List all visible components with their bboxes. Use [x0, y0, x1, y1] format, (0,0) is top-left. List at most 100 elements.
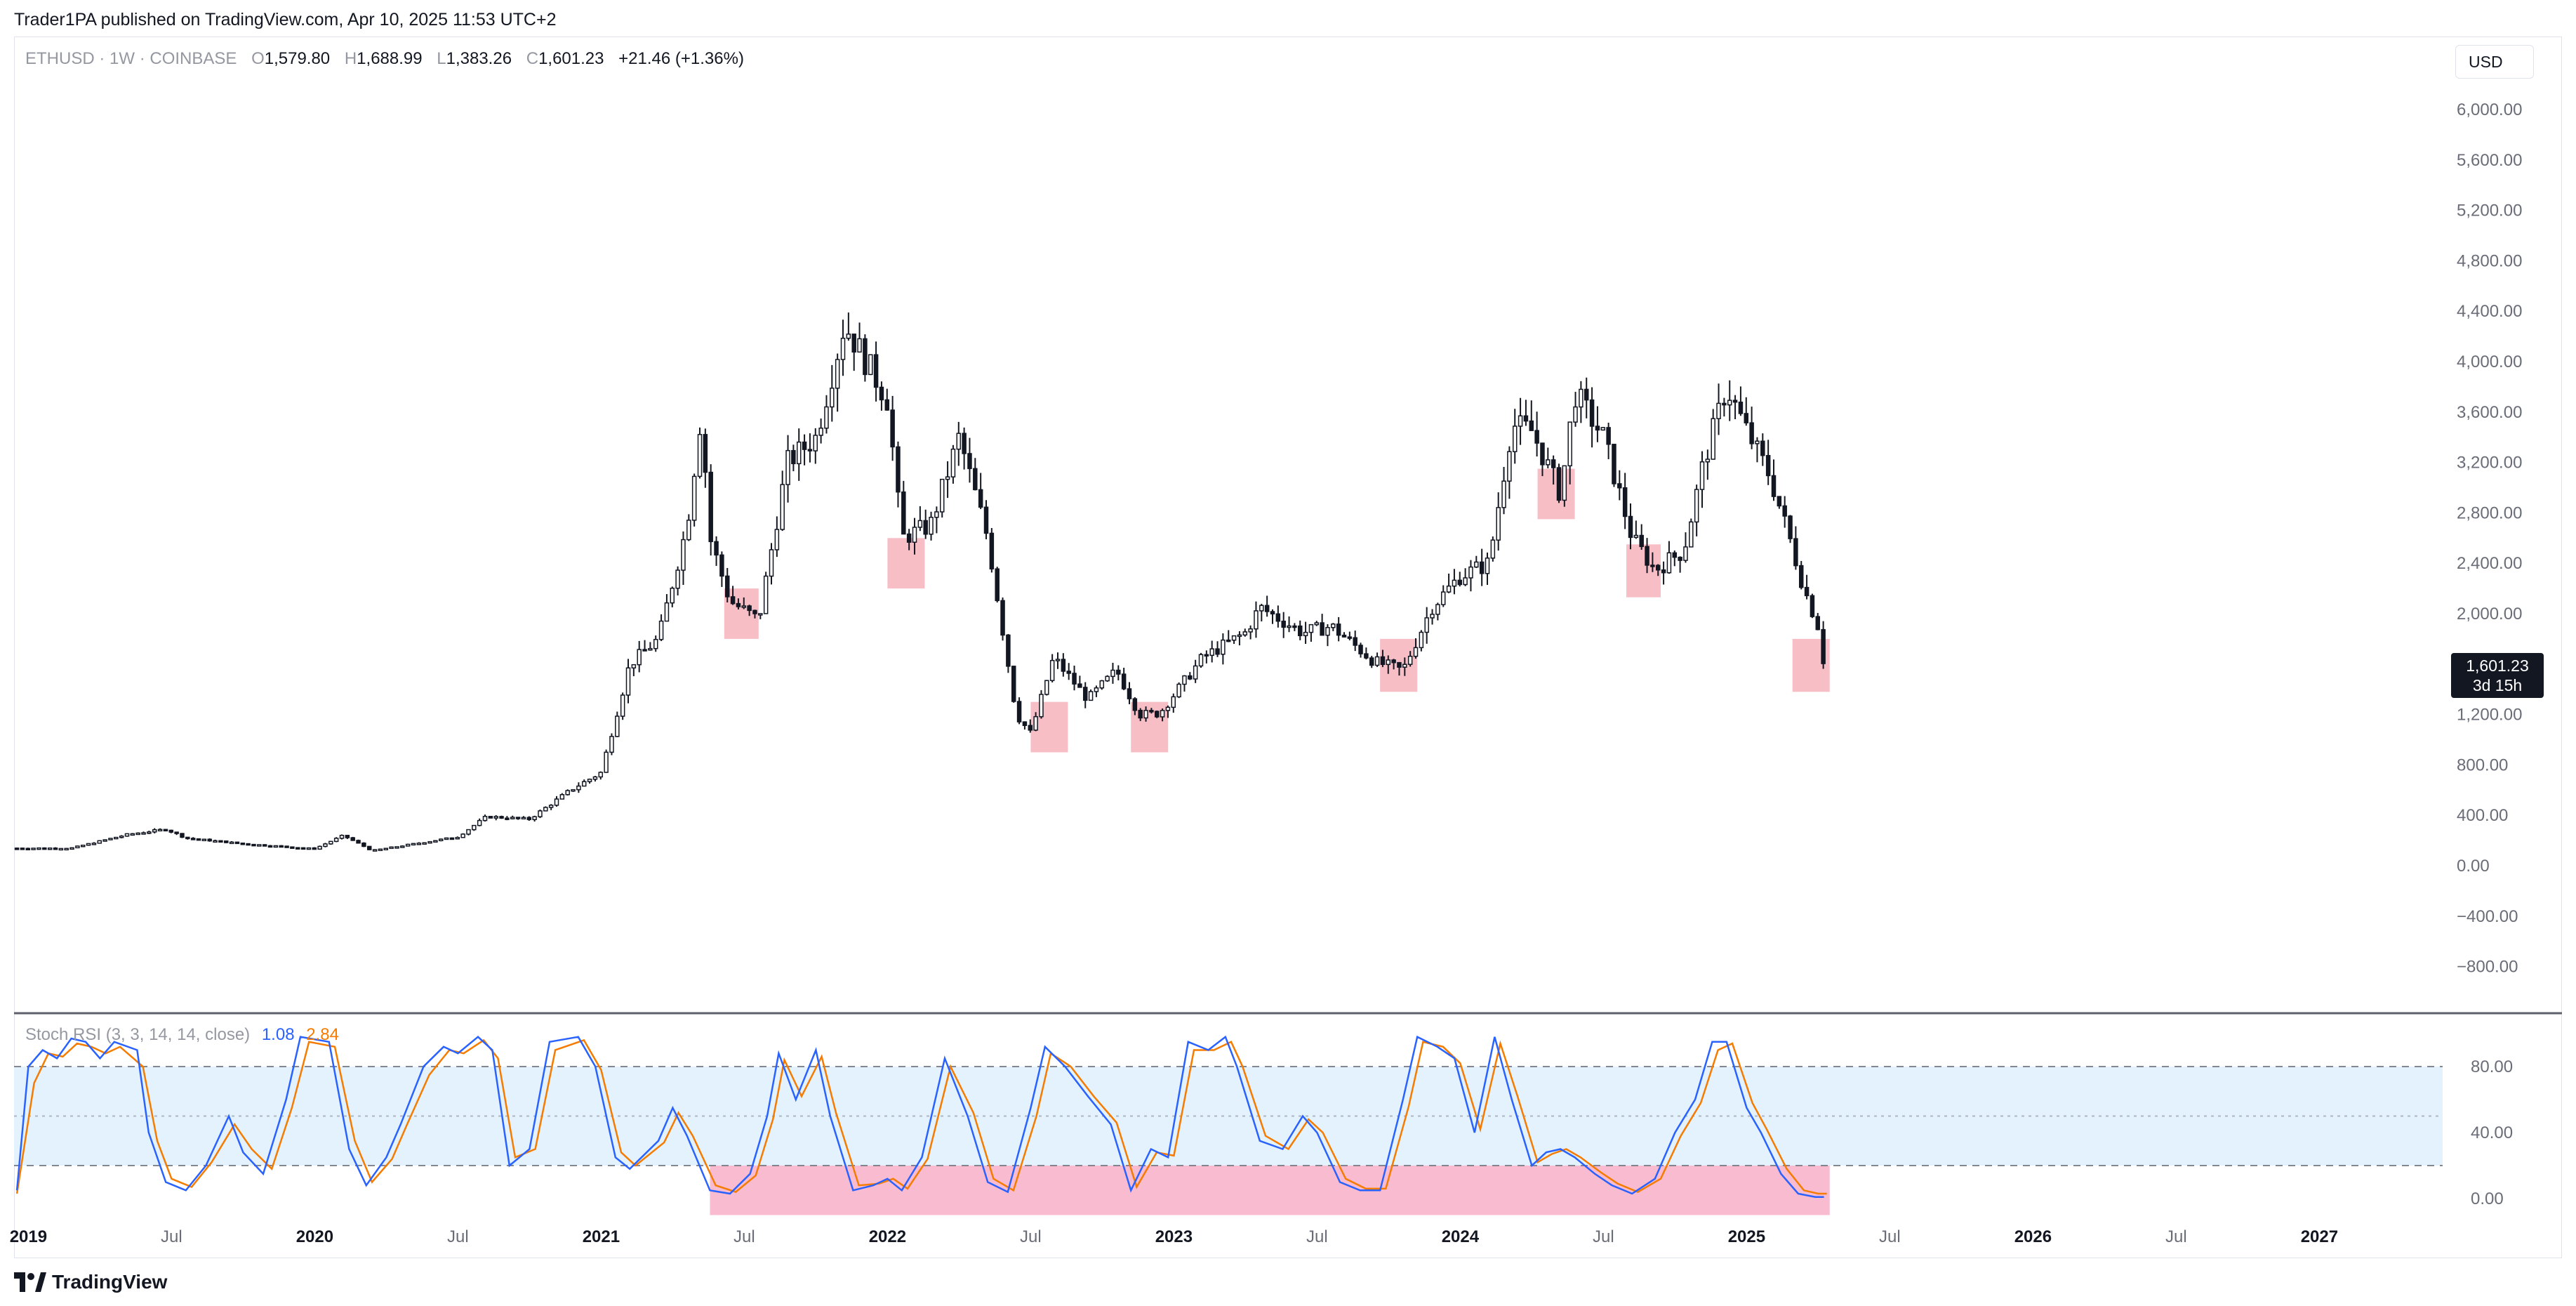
candle [69, 847, 74, 850]
highlight-zones [724, 468, 1830, 753]
candle [807, 433, 813, 463]
candle [1116, 665, 1121, 680]
last-price: 1,601.23 [2466, 657, 2529, 675]
time-axis-label: Jul [1593, 1227, 1614, 1246]
candle [515, 817, 521, 820]
stoch-axis-label: 40.00 [2471, 1123, 2513, 1142]
tradingview-logo-icon [14, 1272, 46, 1292]
candle [1336, 616, 1341, 642]
price-axis-label: 3,200.00 [2457, 454, 2522, 473]
candle [180, 833, 185, 838]
candle [1353, 631, 1357, 652]
candle [42, 847, 47, 850]
candle [477, 818, 482, 826]
candle [1777, 496, 1782, 509]
candle [724, 567, 730, 602]
candle [598, 771, 604, 780]
price-axis-label: 4,000.00 [2457, 352, 2522, 371]
currency-selector[interactable]: USD [2455, 45, 2534, 79]
chart-frame [14, 37, 2562, 1258]
candle [295, 847, 300, 850]
candle [1694, 484, 1699, 536]
price-axis-label: 3,600.00 [2457, 403, 2522, 422]
candle [840, 319, 846, 376]
candle [411, 843, 416, 846]
candle [1160, 708, 1165, 722]
candle [1237, 631, 1242, 646]
candle [284, 845, 289, 848]
candle [730, 586, 736, 605]
candle [1584, 377, 1589, 418]
candle [1479, 548, 1485, 586]
candle [1055, 652, 1061, 669]
candle [983, 500, 989, 540]
candle [752, 609, 757, 619]
candle [1655, 564, 1661, 576]
candle [1645, 538, 1649, 574]
candle [741, 597, 747, 609]
candle [383, 847, 389, 850]
candle [1188, 672, 1193, 680]
candle [526, 816, 532, 822]
candle [929, 511, 934, 541]
candle [1221, 633, 1226, 665]
candle [851, 334, 856, 371]
candle [1722, 397, 1727, 417]
candle [1617, 470, 1622, 501]
candle [901, 480, 906, 535]
candle [1407, 651, 1413, 667]
candle [708, 464, 713, 556]
low-label: L [437, 49, 446, 68]
last-price-tag: 1,601.23 3d 15h [2451, 653, 2544, 698]
candle [1782, 496, 1787, 528]
candle [554, 796, 559, 807]
candle [438, 838, 444, 842]
candle [1204, 650, 1209, 664]
candle [1226, 630, 1231, 642]
candle [703, 428, 708, 488]
candle [1512, 409, 1518, 464]
candle [323, 843, 328, 847]
candle [460, 833, 465, 838]
candle [637, 640, 642, 673]
candle [472, 824, 477, 831]
highlight-zone [887, 538, 925, 589]
candle [75, 845, 80, 849]
candle [1567, 421, 1572, 484]
candle [449, 837, 455, 840]
candle [1744, 397, 1749, 426]
candle [1127, 682, 1132, 704]
candle [1297, 620, 1303, 640]
candle [1622, 473, 1628, 529]
candle [207, 838, 212, 842]
candle [1061, 653, 1066, 677]
candle [658, 614, 664, 642]
candle [664, 594, 670, 622]
candle [1088, 689, 1094, 701]
candle [1589, 387, 1595, 448]
candle [1600, 426, 1606, 431]
candle [818, 418, 823, 444]
candle [1248, 625, 1253, 640]
candle [1678, 556, 1682, 573]
candle [1242, 628, 1248, 637]
candle [102, 839, 107, 842]
price-axis-label: 400.00 [2457, 806, 2508, 825]
close-label: C [526, 49, 539, 68]
candle [273, 845, 279, 848]
candle [1457, 572, 1463, 587]
candle [1231, 635, 1237, 645]
price-axis-label: 0.00 [2457, 857, 2490, 876]
candle [1347, 631, 1353, 640]
candle [631, 664, 637, 677]
candle [196, 838, 201, 841]
candle [14, 847, 20, 850]
candle [328, 840, 333, 845]
price-axis-label: 800.00 [2457, 756, 2508, 774]
candle [736, 598, 741, 609]
candle [53, 847, 58, 850]
candle [147, 831, 152, 835]
close-value: 1,601.23 [538, 49, 604, 68]
candle [609, 733, 614, 756]
